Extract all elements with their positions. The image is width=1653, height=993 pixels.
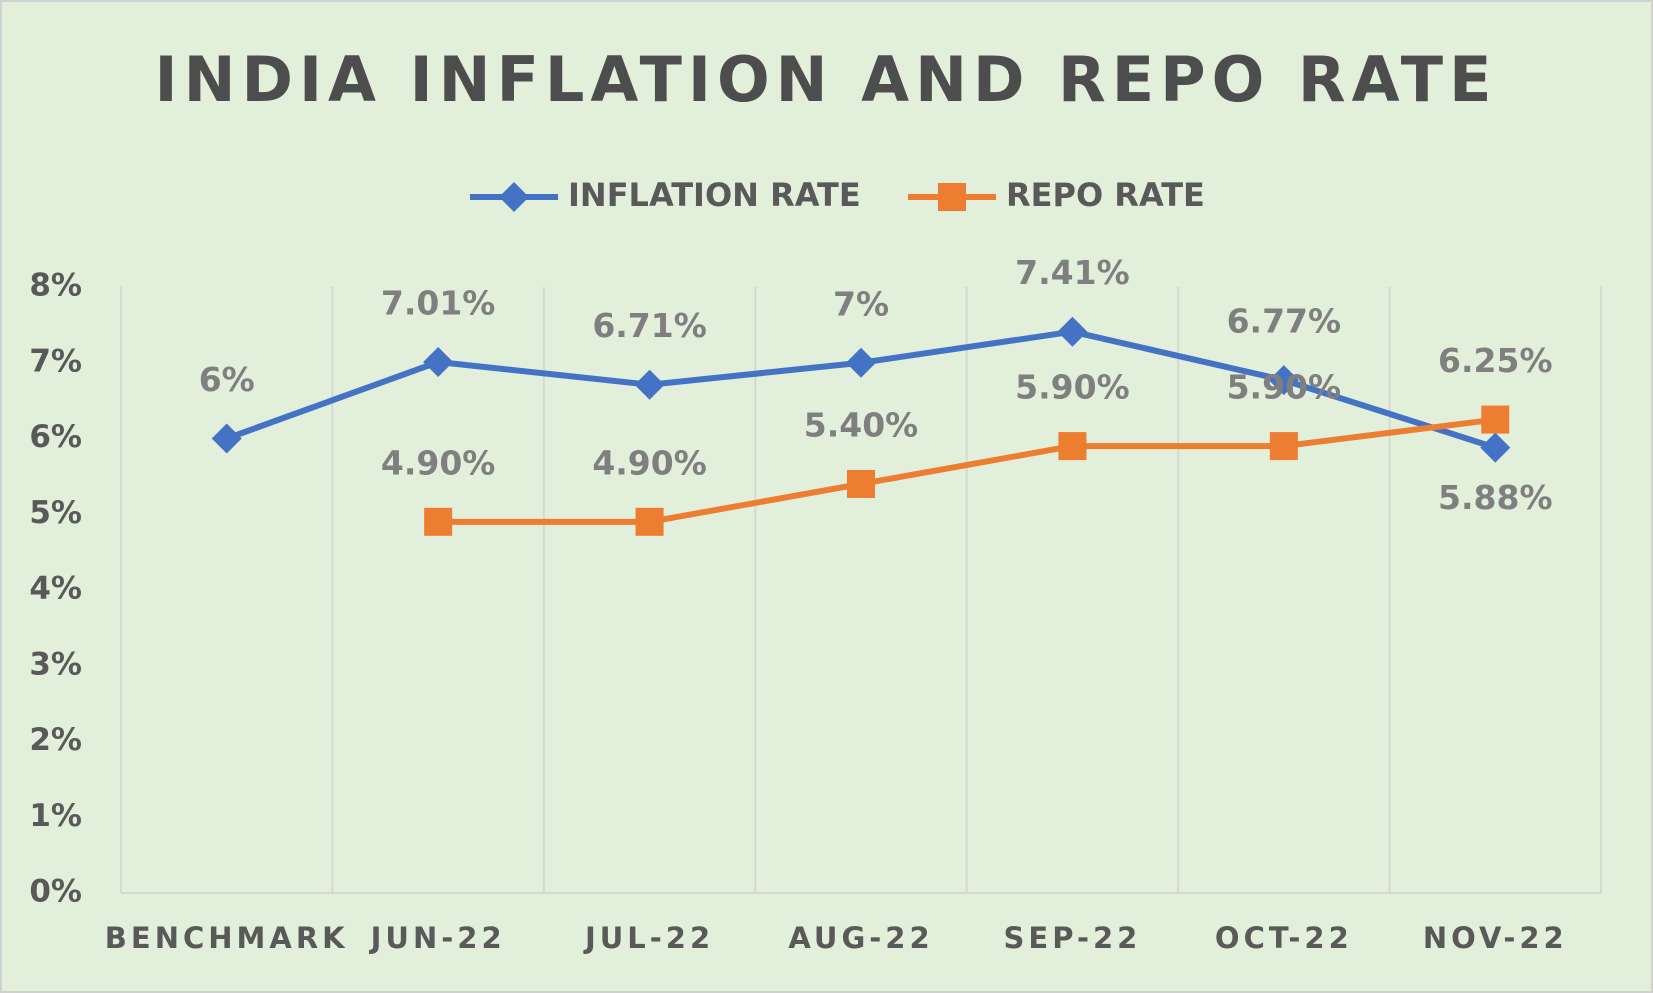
marker <box>847 469 875 498</box>
data-label: 6.77% <box>1227 302 1342 341</box>
marker <box>499 182 529 212</box>
y-tick: 6% <box>29 419 82 455</box>
data-label: 6.71% <box>592 306 707 345</box>
marker <box>423 346 454 377</box>
y-tick-label: 8% <box>29 268 82 304</box>
data-label: 7.41% <box>1015 253 1130 292</box>
y-tick: 2% <box>29 722 82 758</box>
x-tick-label: OCT-22 <box>1215 921 1353 955</box>
marker <box>846 347 876 378</box>
y-tick-label: 0% <box>29 874 82 910</box>
data-label: 4.90% <box>592 443 707 482</box>
x-tick-label: SEP-22 <box>1004 921 1142 955</box>
chart-title: INDIA INFLATION AND REPO RATE <box>155 43 1498 116</box>
data-label: 5.88% <box>1438 478 1553 517</box>
marker <box>424 507 453 536</box>
y-tick-label: 1% <box>29 798 82 834</box>
x-tick-label: AUG-22 <box>788 921 933 955</box>
series-line <box>438 416 1496 525</box>
y-tick: 8% <box>29 268 82 304</box>
marker <box>634 369 665 400</box>
y-tick-label: 4% <box>29 571 82 607</box>
y-tick-label: 7% <box>29 343 82 379</box>
y-tick-label: 3% <box>29 646 82 682</box>
y-tick: 7% <box>29 343 82 379</box>
x-tick-label: JUL-22 <box>583 921 714 955</box>
y-tick: 1% <box>29 798 82 834</box>
data-label: 4.90% <box>381 443 496 482</box>
data-label: 5.40% <box>804 405 919 444</box>
x-tick-label: NOV-22 <box>1423 921 1568 955</box>
marker <box>1268 365 1299 396</box>
y-tick-label: 2% <box>29 722 82 758</box>
marker <box>1480 432 1511 463</box>
data-label: 5.90% <box>1015 368 1130 407</box>
legend-label: INFLATION RATE <box>568 176 861 214</box>
data-label: 6% <box>199 360 255 399</box>
data-label: 6.25% <box>1438 341 1553 380</box>
marker <box>1057 316 1088 347</box>
marker <box>1058 432 1087 461</box>
y-tick: 5% <box>29 495 82 531</box>
legend-label: REPO RATE <box>1006 176 1205 214</box>
marker <box>211 423 242 454</box>
marker <box>1481 405 1510 434</box>
marker <box>1269 432 1298 461</box>
y-tick-label: 6% <box>29 419 82 455</box>
data-label: 7.01% <box>381 283 496 322</box>
y-tick: 4% <box>29 571 82 607</box>
y-tick-label: 5% <box>29 495 82 531</box>
y-tick: 0% <box>29 874 82 910</box>
data-label: 5.90% <box>1227 368 1342 407</box>
marker <box>938 183 966 211</box>
x-tick-label: JUN-22 <box>369 921 506 955</box>
data-label: 7% <box>833 284 889 323</box>
marker <box>635 507 664 536</box>
y-tick: 3% <box>29 646 82 682</box>
x-tick-label: BENCHMARK <box>105 921 349 955</box>
